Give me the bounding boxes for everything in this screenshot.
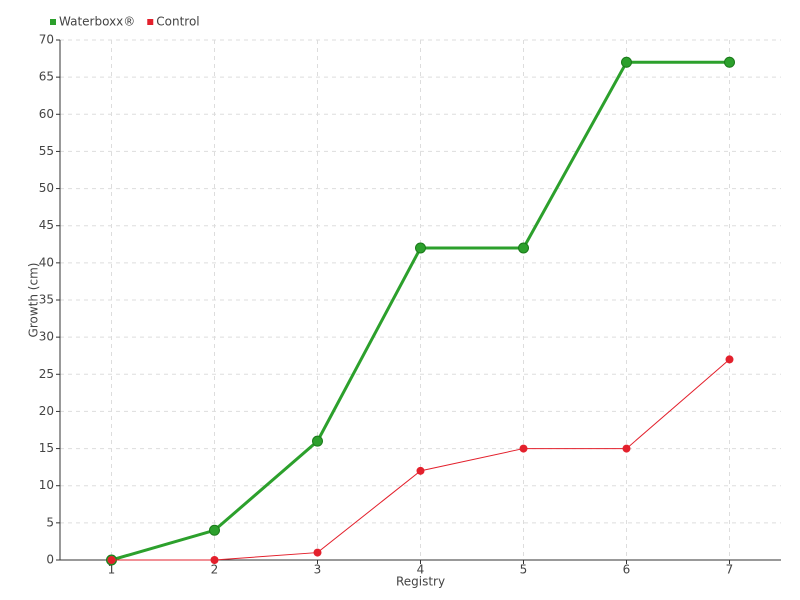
data-point [519,444,528,453]
data-point [312,435,323,447]
y-tick-label: 15 [39,441,54,455]
x-tick-label: 7 [726,563,734,577]
y-tick-label: 65 [39,70,54,84]
x-tick-label: 4 [417,563,425,577]
data-point [415,242,426,254]
x-tick-label: 2 [211,563,219,577]
data-point [313,548,322,557]
x-tick-label: 5 [520,563,528,577]
y-axis-label: Growth (cm) [27,263,41,338]
data-point [416,466,425,475]
data-point [725,355,734,364]
legend-swatch [50,19,56,25]
data-point [622,444,631,453]
data-point [210,556,219,564]
y-tick-label: 55 [39,144,54,158]
y-tick-label: 35 [39,293,54,307]
data-point [107,556,116,564]
legend-label: Control [156,15,199,29]
y-tick-label: 40 [39,255,54,269]
y-tick-label: 20 [39,404,54,418]
y-tick-label: 70 [39,33,54,47]
y-tick-label: 5 [46,515,54,529]
data-point [209,524,220,536]
y-tick-label: 25 [39,367,54,381]
y-tick-label: 60 [39,107,54,121]
y-tick-label: 45 [39,218,54,232]
y-tick-label: 30 [39,330,54,344]
x-axis-label: Registry [396,575,445,589]
data-point [724,56,735,68]
legend-swatch [147,19,154,25]
data-point [518,242,529,254]
x-tick-label: 3 [314,563,322,577]
y-tick-label: 0 [46,553,54,567]
y-tick-label: 10 [39,478,54,492]
x-tick-label: 6 [623,563,631,577]
y-tick-label: 50 [39,181,54,195]
legend-label: Waterboxx® [59,15,135,29]
x-tick-label: 1 [108,563,116,577]
data-point [621,56,632,68]
